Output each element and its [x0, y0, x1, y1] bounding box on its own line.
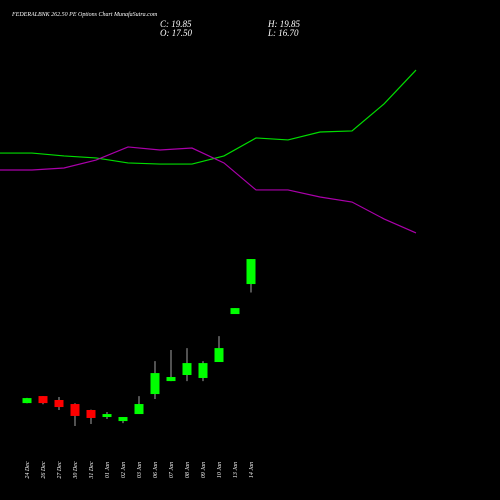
candle-body	[134, 404, 144, 415]
candle-body	[166, 377, 176, 382]
x-tick-label: 13 Jan	[233, 462, 239, 478]
x-tick-label: 01 Jan	[105, 462, 111, 478]
candle-body	[182, 363, 192, 375]
close-label: C: 19.85	[160, 19, 192, 29]
candle-body	[38, 396, 48, 404]
candle-body	[150, 373, 160, 395]
high-label: H: 19.85	[267, 19, 300, 29]
candle-body	[214, 348, 224, 363]
x-tick-label: 08 Jan	[185, 462, 191, 478]
x-tick-label: 31 Dec	[89, 461, 95, 479]
x-tick-label: 09 Jan	[201, 462, 207, 478]
x-tick-label: 03 Jan	[137, 462, 143, 478]
candle-body	[86, 410, 96, 418]
x-tick-label: 30 Dec	[73, 461, 79, 479]
candle-body	[54, 400, 64, 408]
x-tick-label: 26 Dec	[41, 461, 47, 478]
x-tick-label: 14 Jan	[248, 462, 255, 478]
low-label: L: 16.70	[267, 28, 299, 38]
x-tick-label: 06 Jan	[153, 462, 159, 478]
x-tick-label: 07 Jan	[169, 462, 175, 478]
candle-body	[70, 404, 80, 416]
chart-title: FEDERALBNK 262.50 PE Options Chart Munaf…	[11, 11, 158, 18]
indicator-line	[0, 146, 417, 234]
candle-body	[246, 259, 256, 285]
candle-body	[22, 398, 32, 404]
x-tick-label: 02 Jan	[121, 462, 127, 478]
candle-body	[102, 414, 112, 418]
candle-body	[230, 308, 240, 315]
indicator-line	[0, 69, 417, 165]
open-label: O: 17.50	[160, 28, 192, 38]
candle-body	[198, 363, 208, 378]
x-tick-label: 24 Dec	[24, 461, 31, 478]
x-tick-label: 10 Jan	[217, 462, 223, 478]
x-tick-label: 27 Dec	[57, 461, 63, 478]
candle-body	[118, 417, 128, 422]
